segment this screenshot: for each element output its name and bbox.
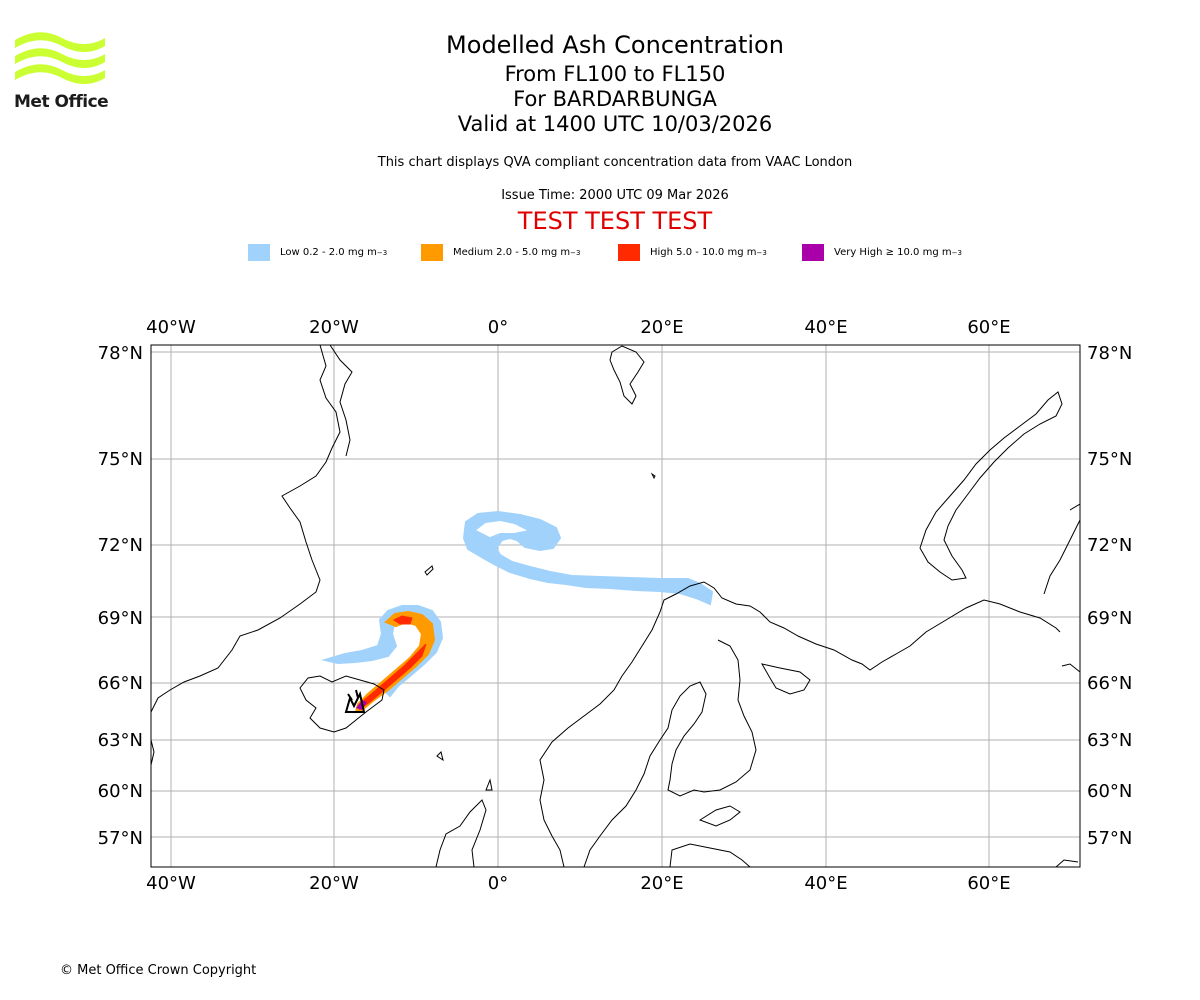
lat-tick-label: 66°N bbox=[1087, 673, 1132, 694]
volcano-icon bbox=[344, 689, 366, 713]
flight-levels: From FL100 to FL150 bbox=[504, 62, 726, 86]
lon-tick-label: 40°E bbox=[804, 317, 847, 338]
lat-tick-label: 72°N bbox=[98, 535, 143, 556]
lat-tick-label: 63°N bbox=[1087, 730, 1132, 751]
lat-tick-label: 57°N bbox=[98, 828, 143, 849]
lon-tick-label: 60°E bbox=[967, 873, 1010, 894]
logo-text: Met Office bbox=[14, 92, 109, 112]
lat-tick-label: 69°N bbox=[98, 608, 143, 629]
valid-time: Valid at 1400 UTC 10/03/2026 bbox=[457, 112, 773, 136]
lon-tick-label: 0° bbox=[488, 317, 508, 338]
gridlines bbox=[151, 345, 1080, 867]
legend-item-medium: Medium 2.0 - 5.0 mg m −3 bbox=[421, 244, 580, 261]
legend-label: Medium 2.0 - 5.0 mg m bbox=[453, 247, 571, 258]
lon-tick-label: 20°E bbox=[640, 873, 683, 894]
lat-tick-label: 57°N bbox=[1087, 828, 1132, 849]
lat-tick-label: 78°N bbox=[98, 343, 143, 364]
lon-tick-label: 40°W bbox=[146, 317, 196, 338]
lat-tick-label: 60°N bbox=[1087, 781, 1132, 802]
legend-label: Very High ≥ 10.0 mg m bbox=[834, 247, 952, 258]
legend-label: High 5.0 - 10.0 mg m bbox=[650, 247, 757, 258]
lon-tick-label: 20°W bbox=[309, 317, 359, 338]
page-title: Modelled Ash Concentration bbox=[446, 31, 784, 59]
lat-tick-label: 63°N bbox=[98, 730, 143, 751]
issue-time: Issue Time: 2000 UTC 09 Mar 2026 bbox=[501, 188, 729, 203]
lon-tick-label: 0° bbox=[488, 873, 508, 894]
legend-label: Low 0.2 - 2.0 mg m bbox=[280, 247, 377, 258]
legend-swatch bbox=[802, 244, 824, 261]
ash-low bbox=[321, 510, 714, 698]
legend-item-high: High 5.0 - 10.0 mg m −3 bbox=[618, 244, 767, 261]
legend-item-low: Low 0.2 - 2.0 mg m −3 bbox=[248, 244, 387, 261]
volcano-name: For BARDARBUNGA bbox=[513, 87, 717, 111]
header: Modelled Ash Concentration From FL100 to… bbox=[0, 30, 1200, 235]
lat-tick-label: 75°N bbox=[98, 449, 143, 470]
legend-swatch bbox=[421, 244, 443, 261]
lat-tick-label: 75°N bbox=[1087, 449, 1132, 470]
lat-tick-label: 72°N bbox=[1087, 535, 1132, 556]
lat-tick-label: 78°N bbox=[1087, 343, 1132, 364]
legend-item-very-high: Very High ≥ 10.0 mg m −3 bbox=[802, 244, 962, 261]
map-frame bbox=[150, 344, 1081, 868]
lon-tick-label: 60°E bbox=[967, 317, 1010, 338]
lat-tick-label: 69°N bbox=[1087, 608, 1132, 629]
lat-tick-label: 60°N bbox=[98, 781, 143, 802]
lon-tick-label: 20°E bbox=[640, 317, 683, 338]
legend-swatch bbox=[248, 244, 270, 261]
copyright: © Met Office Crown Copyright bbox=[60, 963, 257, 978]
lat-tick-label: 66°N bbox=[98, 673, 143, 694]
chart-description: This chart displays QVA compliant concen… bbox=[377, 155, 853, 170]
lon-tick-label: 40°E bbox=[804, 873, 847, 894]
test-banner: TEST TEST TEST bbox=[517, 207, 713, 235]
legend-swatch bbox=[618, 244, 640, 261]
coastlines bbox=[151, 345, 1080, 867]
met-office-logo bbox=[15, 32, 105, 84]
lon-tick-label: 20°W bbox=[309, 873, 359, 894]
lon-tick-label: 40°W bbox=[146, 873, 196, 894]
